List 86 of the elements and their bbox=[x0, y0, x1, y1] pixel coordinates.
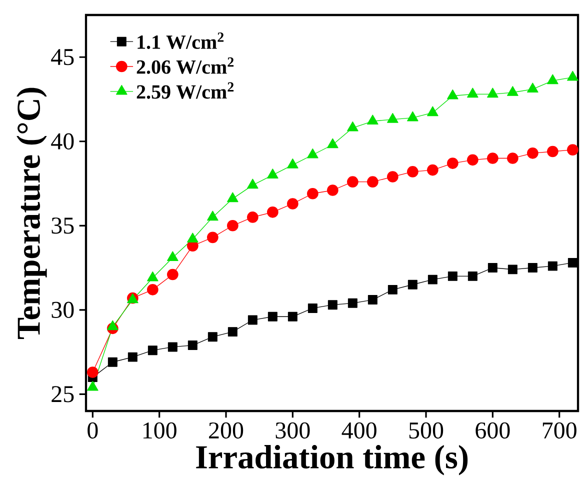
point bbox=[207, 210, 218, 221]
point bbox=[428, 274, 438, 284]
point bbox=[387, 171, 398, 182]
x-tick-label: 100 bbox=[143, 422, 176, 439]
point bbox=[227, 220, 238, 232]
point bbox=[547, 146, 558, 158]
x-tick-label: 300 bbox=[276, 422, 310, 439]
point bbox=[467, 88, 478, 98]
point bbox=[407, 111, 418, 122]
point bbox=[568, 258, 578, 268]
y-tick-label: 35 bbox=[52, 218, 74, 234]
point bbox=[247, 212, 258, 223]
point bbox=[567, 144, 578, 156]
point bbox=[468, 271, 478, 281]
x-tick-label: 0 bbox=[88, 422, 98, 439]
point bbox=[187, 232, 198, 243]
x-tick-label: 500 bbox=[409, 422, 444, 439]
point bbox=[167, 268, 178, 280]
point bbox=[308, 303, 318, 313]
point bbox=[287, 158, 298, 168]
point bbox=[527, 82, 538, 93]
point bbox=[347, 176, 358, 188]
point bbox=[507, 152, 518, 164]
point bbox=[407, 166, 418, 178]
point bbox=[87, 366, 98, 378]
point bbox=[128, 352, 138, 362]
point bbox=[108, 357, 118, 367]
legend-label: 1.1 W/cm$^{2}$ bbox=[138, 32, 224, 50]
point bbox=[147, 284, 158, 296]
point bbox=[488, 263, 498, 272]
point bbox=[228, 327, 238, 337]
point bbox=[348, 298, 358, 308]
point bbox=[528, 263, 538, 272]
point bbox=[448, 271, 458, 281]
x-tick-label: 400 bbox=[342, 422, 376, 439]
point bbox=[307, 148, 318, 158]
point bbox=[427, 164, 438, 176]
point bbox=[507, 86, 518, 96]
point bbox=[148, 346, 158, 356]
point bbox=[287, 198, 298, 210]
point bbox=[207, 232, 218, 244]
point bbox=[328, 300, 338, 310]
point bbox=[188, 340, 198, 350]
point bbox=[508, 264, 518, 274]
point bbox=[547, 74, 558, 84]
point bbox=[368, 295, 378, 305]
point bbox=[347, 121, 358, 132]
point bbox=[548, 261, 558, 271]
point bbox=[567, 70, 578, 81]
point bbox=[227, 192, 238, 202]
point bbox=[327, 184, 338, 196]
y-tick-label: 30 bbox=[52, 302, 74, 318]
point bbox=[367, 114, 378, 125]
point bbox=[248, 315, 258, 325]
point bbox=[487, 88, 498, 98]
point bbox=[288, 312, 298, 322]
y-axis-title: Temperature (°C) bbox=[16, 88, 47, 340]
point bbox=[387, 113, 398, 123]
point bbox=[208, 332, 218, 342]
point bbox=[467, 154, 478, 166]
point bbox=[367, 176, 378, 188]
point bbox=[447, 158, 458, 169]
x-tick-label: 700 bbox=[542, 422, 576, 439]
point bbox=[527, 148, 538, 159]
point bbox=[327, 138, 338, 148]
y-tick-label: 25 bbox=[52, 386, 74, 402]
point bbox=[267, 206, 278, 218]
point bbox=[247, 178, 258, 189]
point bbox=[408, 280, 418, 290]
point bbox=[168, 342, 178, 352]
point bbox=[268, 312, 278, 322]
y-tick-label: 45 bbox=[51, 49, 74, 66]
point bbox=[427, 106, 438, 116]
point bbox=[388, 284, 398, 294]
x-tick-label: 600 bbox=[476, 422, 510, 439]
y-tick-label: 40 bbox=[51, 133, 74, 150]
x-tick-label: 200 bbox=[209, 422, 244, 439]
x-axis-title: Irradiation time (s) bbox=[196, 445, 468, 476]
point bbox=[447, 89, 458, 100]
point bbox=[167, 251, 178, 262]
point bbox=[307, 188, 318, 200]
legend-label: 2.06 W/cm$^{2}$ bbox=[136, 57, 234, 74]
point bbox=[267, 168, 278, 178]
point bbox=[487, 152, 498, 164]
point bbox=[147, 271, 158, 282]
legend-label: 2.59 W/cm$^{2}$ bbox=[136, 82, 234, 99]
